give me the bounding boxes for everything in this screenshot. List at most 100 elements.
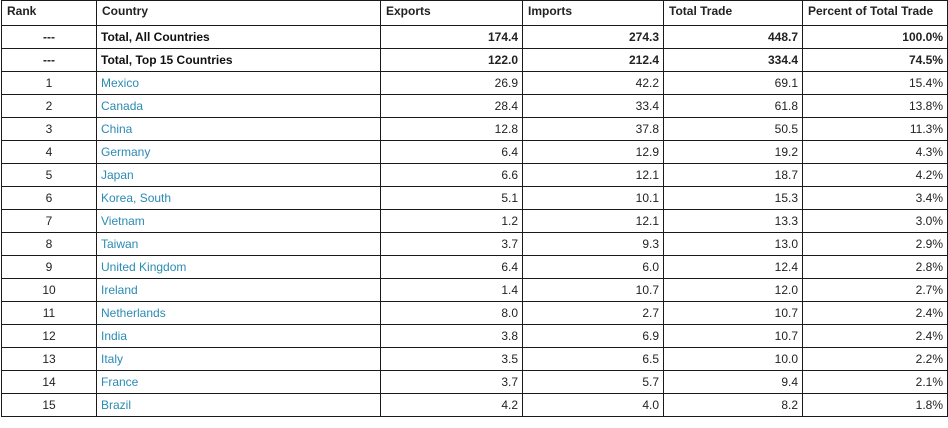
country-link[interactable]: Ireland (101, 283, 138, 297)
imports-cell: 10.7 (522, 278, 664, 302)
trade-partners-table: Rank Country Exports Imports Total Trade… (1, 0, 948, 417)
country-cell: Taiwan (96, 232, 381, 256)
rank-cell: 6 (1, 186, 97, 210)
imports-column-header[interactable]: Imports (522, 0, 664, 26)
percent-cell: 2.9% (802, 232, 948, 256)
percent-cell: 2.7% (802, 278, 948, 302)
country-cell: Ireland (96, 278, 381, 302)
imports-cell: 10.1 (522, 186, 664, 210)
country-link[interactable]: Germany (101, 145, 151, 159)
exports-cell: 4.2 (380, 393, 523, 417)
total-trade-cell: 13.0 (663, 232, 803, 256)
country-link[interactable]: Italy (101, 352, 124, 366)
table-row: 15 Brazil 4.2 4.0 8.2 1.8% (1, 393, 948, 417)
country-link[interactable]: Mexico (101, 76, 140, 90)
percent-cell: 2.8% (802, 255, 948, 279)
country-cell: France (96, 370, 381, 394)
rank-cell: 14 (1, 370, 97, 394)
imports-cell: 4.0 (522, 393, 664, 417)
exports-cell: 3.7 (380, 370, 523, 394)
total-trade-cell: 61.8 (663, 94, 803, 118)
table-row: 3 China 12.8 37.8 50.5 11.3% (1, 117, 948, 141)
exports-cell: 12.8 (380, 117, 523, 141)
country-column-header[interactable]: Country (96, 0, 381, 26)
country-cell: India (96, 324, 381, 348)
percent-cell: 74.5% (802, 48, 948, 72)
country-cell: United Kingdom (96, 255, 381, 279)
country-cell: Canada (96, 94, 381, 118)
exports-cell: 28.4 (380, 94, 523, 118)
percent-cell: 3.4% (802, 186, 948, 210)
percent-cell: 2.1% (802, 370, 948, 394)
country-cell: Brazil (96, 393, 381, 417)
total-trade-cell: 8.2 (663, 393, 803, 417)
country-cell: Total, All Countries (96, 25, 381, 49)
country-cell: Mexico (96, 71, 381, 95)
imports-cell: 33.4 (522, 94, 664, 118)
table-row: 13 Italy 3.5 6.5 10.0 2.2% (1, 347, 948, 371)
table-body: --- Total, All Countries 174.4 274.3 448.7 10… (1, 25, 948, 417)
total-trade-column-header[interactable]: Total Trade (663, 0, 803, 26)
rank-cell: 11 (1, 301, 97, 325)
percent-cell: 100.0% (802, 25, 948, 49)
rank-cell: 7 (1, 209, 97, 233)
imports-cell: 5.7 (522, 370, 664, 394)
rank-cell: 3 (1, 117, 97, 141)
exports-cell: 6.6 (380, 163, 523, 187)
country-link[interactable]: Canada (101, 99, 144, 113)
country-cell: Vietnam (96, 209, 381, 233)
exports-cell: 3.8 (380, 324, 523, 348)
country-link[interactable]: United Kingdom (101, 260, 187, 274)
rank-cell: 4 (1, 140, 97, 164)
country-link[interactable]: France (101, 375, 139, 389)
rank-cell: 5 (1, 163, 97, 187)
total-trade-cell: 12.0 (663, 278, 803, 302)
table-row: 4 Germany 6.4 12.9 19.2 4.3% (1, 140, 948, 164)
imports-cell: 212.4 (522, 48, 664, 72)
country-link[interactable]: Brazil (101, 398, 132, 412)
header-row: Rank Country Exports Imports Total Trade… (1, 0, 948, 26)
table-row: 5 Japan 6.6 12.1 18.7 4.2% (1, 163, 948, 187)
total-trade-cell: 18.7 (663, 163, 803, 187)
table-row: 12 India 3.8 6.9 10.7 2.4% (1, 324, 948, 348)
rank-cell: 15 (1, 393, 97, 417)
total-trade-cell: 15.3 (663, 186, 803, 210)
rank-cell: 8 (1, 232, 97, 256)
table-row: 6 Korea, South 5.1 10.1 15.3 3.4% (1, 186, 948, 210)
table-header: Rank Country Exports Imports Total Trade… (1, 0, 948, 26)
percent-column-header[interactable]: Percent of Total Trade (802, 0, 948, 26)
percent-cell: 3.0% (802, 209, 948, 233)
table-row: 9 United Kingdom 6.4 6.0 12.4 2.8% (1, 255, 948, 279)
imports-cell: 274.3 (522, 25, 664, 49)
country-cell: Korea, South (96, 186, 381, 210)
exports-cell: 174.4 (380, 25, 523, 49)
exports-cell: 8.0 (380, 301, 523, 325)
rank-cell: 13 (1, 347, 97, 371)
country-link[interactable]: India (101, 329, 128, 343)
exports-cell: 3.7 (380, 232, 523, 256)
total-trade-cell: 10.7 (663, 301, 803, 325)
imports-cell: 42.2 (522, 71, 664, 95)
total-trade-cell: 334.4 (663, 48, 803, 72)
country-link[interactable]: China (101, 122, 133, 136)
total-trade-cell: 69.1 (663, 71, 803, 95)
exports-column-header[interactable]: Exports (380, 0, 523, 26)
table-row: 14 France 3.7 5.7 9.4 2.1% (1, 370, 948, 394)
imports-cell: 12.1 (522, 163, 664, 187)
country-link[interactable]: Vietnam (101, 214, 145, 228)
table-row: 1 Mexico 26.9 42.2 69.1 15.4% (1, 71, 948, 95)
exports-cell: 1.2 (380, 209, 523, 233)
percent-cell: 2.4% (802, 301, 948, 325)
country-cell: Japan (96, 163, 381, 187)
imports-cell: 2.7 (522, 301, 664, 325)
percent-cell: 4.3% (802, 140, 948, 164)
rank-column-header[interactable]: Rank (1, 0, 97, 26)
country-link[interactable]: Korea, South (101, 191, 172, 205)
country-link[interactable]: Netherlands (101, 306, 166, 320)
rank-cell: 2 (1, 94, 97, 118)
total-trade-cell: 10.7 (663, 324, 803, 348)
country-link[interactable]: Taiwan (101, 237, 139, 251)
total-trade-cell: 9.4 (663, 370, 803, 394)
table-row: 2 Canada 28.4 33.4 61.8 13.8% (1, 94, 948, 118)
country-link[interactable]: Japan (101, 168, 134, 182)
